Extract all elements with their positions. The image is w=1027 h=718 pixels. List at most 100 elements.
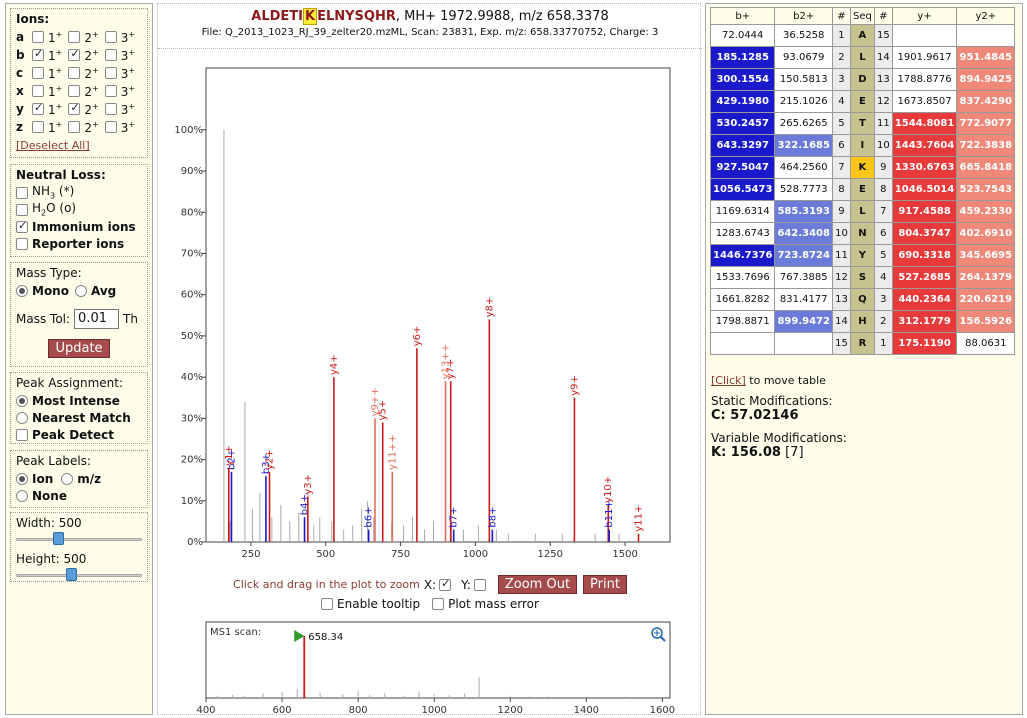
immonium-option[interactable]: Immonium ions (16, 218, 142, 235)
ions-group: Ions: a 1+ 2+ 3+ b 1+ 2+ 3+ c 1+ 2+ 3+ x 1+ 2+ 3+ y 1+ 2+ 3… (10, 8, 148, 158)
ion-c-charge-3-checkbox[interactable] (104, 67, 117, 79)
peptide-sequence-post: ELNYSQHR (317, 9, 396, 24)
table-cell-n: 3 (831, 68, 851, 91)
ion-z-charge-3-checkbox[interactable] (104, 121, 117, 133)
ion-charge-option[interactable]: 2+ (68, 101, 99, 117)
ion-charge-option[interactable]: 3+ (104, 102, 135, 117)
most-intense-radio[interactable] (16, 394, 28, 407)
ion-charge-option[interactable]: 2+ (68, 120, 99, 135)
zoom-out-button[interactable]: Zoom Out (497, 575, 578, 594)
ion-charge-option[interactable]: 2+ (68, 47, 99, 63)
mass-type-group: Mass Type: Mono Avg Mass Tol: 0.01 Th Up… (10, 262, 148, 367)
ion-b-charge-2-checkbox[interactable] (68, 47, 81, 61)
peak-label: y13++ (440, 344, 451, 379)
charge-label: 1+ (48, 119, 63, 135)
ion-charge-option[interactable]: 3+ (104, 120, 135, 135)
table-row: 1533.7696 767.3885 12 S 4 527.2685 264.1379 (709, 266, 1016, 289)
avg-radio[interactable] (74, 284, 87, 297)
peak-label: y8+ (484, 297, 495, 318)
ion-z-charge-1-checkbox[interactable] (32, 121, 44, 133)
zoom-y-checkbox[interactable] (473, 578, 486, 591)
height-slider-thumb[interactable] (65, 568, 77, 581)
h2o-option[interactable]: H2O (o) (16, 201, 142, 218)
zoom-x-checkbox[interactable] (439, 577, 452, 591)
ion-charge-option[interactable]: 1+ (32, 101, 62, 117)
ion-charge-option[interactable]: 1+ (32, 84, 62, 99)
table-cell-m: 9 (873, 156, 893, 179)
immonium-checkbox[interactable] (16, 219, 28, 233)
width-slider[interactable] (16, 532, 142, 546)
ms1-x-tick-label: 1400 (574, 705, 599, 716)
peptide-sequence-pre: ALDETI (251, 9, 303, 24)
ion-c-charge-1-checkbox[interactable] (32, 67, 44, 79)
column-header: y+ (891, 7, 958, 25)
ion-charge-option[interactable]: 2+ (68, 29, 99, 45)
width-slider-thumb[interactable] (53, 532, 65, 545)
peak-label: y9++ (370, 387, 381, 416)
ion-charge-option[interactable]: 1+ (32, 66, 62, 81)
nh3-option[interactable]: NH3 (*) (16, 184, 142, 201)
ion-z-charge-2-checkbox[interactable] (68, 121, 81, 133)
ion-charge-option[interactable]: 1+ (32, 30, 62, 45)
height-slider[interactable] (16, 568, 142, 582)
charge-label: 2+ (84, 29, 99, 45)
ms1-x-tick-label: 800 (349, 705, 368, 716)
ion-x-charge-1-checkbox[interactable] (32, 85, 44, 97)
print-button[interactable]: Print (583, 575, 627, 594)
mono-radio[interactable] (16, 284, 28, 297)
mz-label-radio[interactable] (61, 472, 74, 485)
table-cell-b: 1446.7376 (709, 244, 776, 267)
table-cell-n: 14 (831, 310, 851, 333)
ion-y-charge-2-checkbox[interactable] (68, 101, 81, 115)
ion-row-x: x 1+ 2+ 3+ (16, 82, 142, 100)
x-tick-label: 1000 (463, 549, 488, 560)
deselect-all-link[interactable]: [Deselect All] (16, 139, 90, 152)
ms1-plot[interactable]: MS1 scan: 400 600 800 1000 1200 1400 1600 658.34 (158, 616, 702, 716)
mass-error-label: Plot mass error (448, 597, 539, 611)
table-cell-y2: 402.6910 (956, 222, 1016, 245)
neutral-loss-title: Neutral Loss: (16, 168, 106, 182)
file-info: File: Q_2013_1023_RJ_39_zelter20.mzML, S… (201, 27, 659, 38)
ion-c-charge-2-checkbox[interactable] (68, 67, 81, 79)
nh3-checkbox[interactable] (16, 186, 28, 199)
ion-x-charge-2-checkbox[interactable] (68, 85, 81, 97)
table-cell-y: 1673.8507 (891, 90, 958, 113)
ion-charge-option[interactable]: 3+ (104, 48, 135, 63)
ion-label-radio[interactable] (16, 472, 28, 485)
nearest-match-radio[interactable] (16, 411, 28, 424)
ion-charge-option[interactable]: 2+ (68, 84, 99, 99)
ion-b-charge-1-checkbox[interactable] (32, 47, 44, 61)
fragment-panel: b+ b2+ # Seq # y+ y2+ 72.0444 36.5258 1 A 15 185.12… (705, 3, 1023, 715)
ion-charge-option[interactable]: 3+ (104, 84, 135, 99)
ion-a-charge-1-checkbox[interactable] (32, 31, 44, 43)
table-cell-b: 1661.8282 (709, 288, 776, 311)
move-table-link[interactable]: [Click] (711, 374, 746, 387)
charge-label: 1+ (48, 65, 63, 81)
ion-y-charge-3-checkbox[interactable] (104, 103, 117, 115)
spectrum-plot[interactable]: 0% 10% 20% 30% 40% 50% 60% 70% 80% 90% 100% 250 500 7… (158, 50, 702, 590)
zoom-magnifier-icon[interactable] (651, 627, 666, 642)
ion-a-charge-2-checkbox[interactable] (68, 31, 81, 43)
ion-a-charge-3-checkbox[interactable] (104, 31, 117, 43)
h2o-checkbox[interactable] (16, 203, 28, 216)
ion-charge-option[interactable]: 2+ (68, 66, 99, 81)
none-label-radio[interactable] (16, 489, 28, 502)
ion-charge-option[interactable]: 1+ (32, 47, 62, 63)
ion-b-charge-3-checkbox[interactable] (104, 49, 117, 61)
update-button[interactable]: Update (48, 339, 110, 358)
table-cell-n: 10 (831, 222, 851, 245)
ion-y-charge-1-checkbox[interactable] (32, 101, 44, 115)
ion-charge-option[interactable]: 3+ (104, 66, 135, 81)
mass-tol-input[interactable]: 0.01 (74, 309, 120, 329)
ion-charge-option[interactable]: 1+ (32, 120, 62, 135)
table-cell-seq: S (849, 266, 875, 289)
tooltip-checkbox[interactable] (321, 598, 334, 610)
peptide-modified-residue: K (303, 8, 318, 25)
ion-x-charge-3-checkbox[interactable] (104, 85, 117, 97)
ion-charge-option[interactable]: 3+ (104, 30, 135, 45)
reporter-option[interactable]: Reporter ions (16, 235, 142, 252)
mass-error-checkbox[interactable] (432, 598, 445, 610)
reporter-checkbox[interactable] (16, 237, 28, 250)
peak-label: b11+ (604, 500, 615, 527)
peak-detect-checkbox[interactable] (16, 428, 28, 441)
